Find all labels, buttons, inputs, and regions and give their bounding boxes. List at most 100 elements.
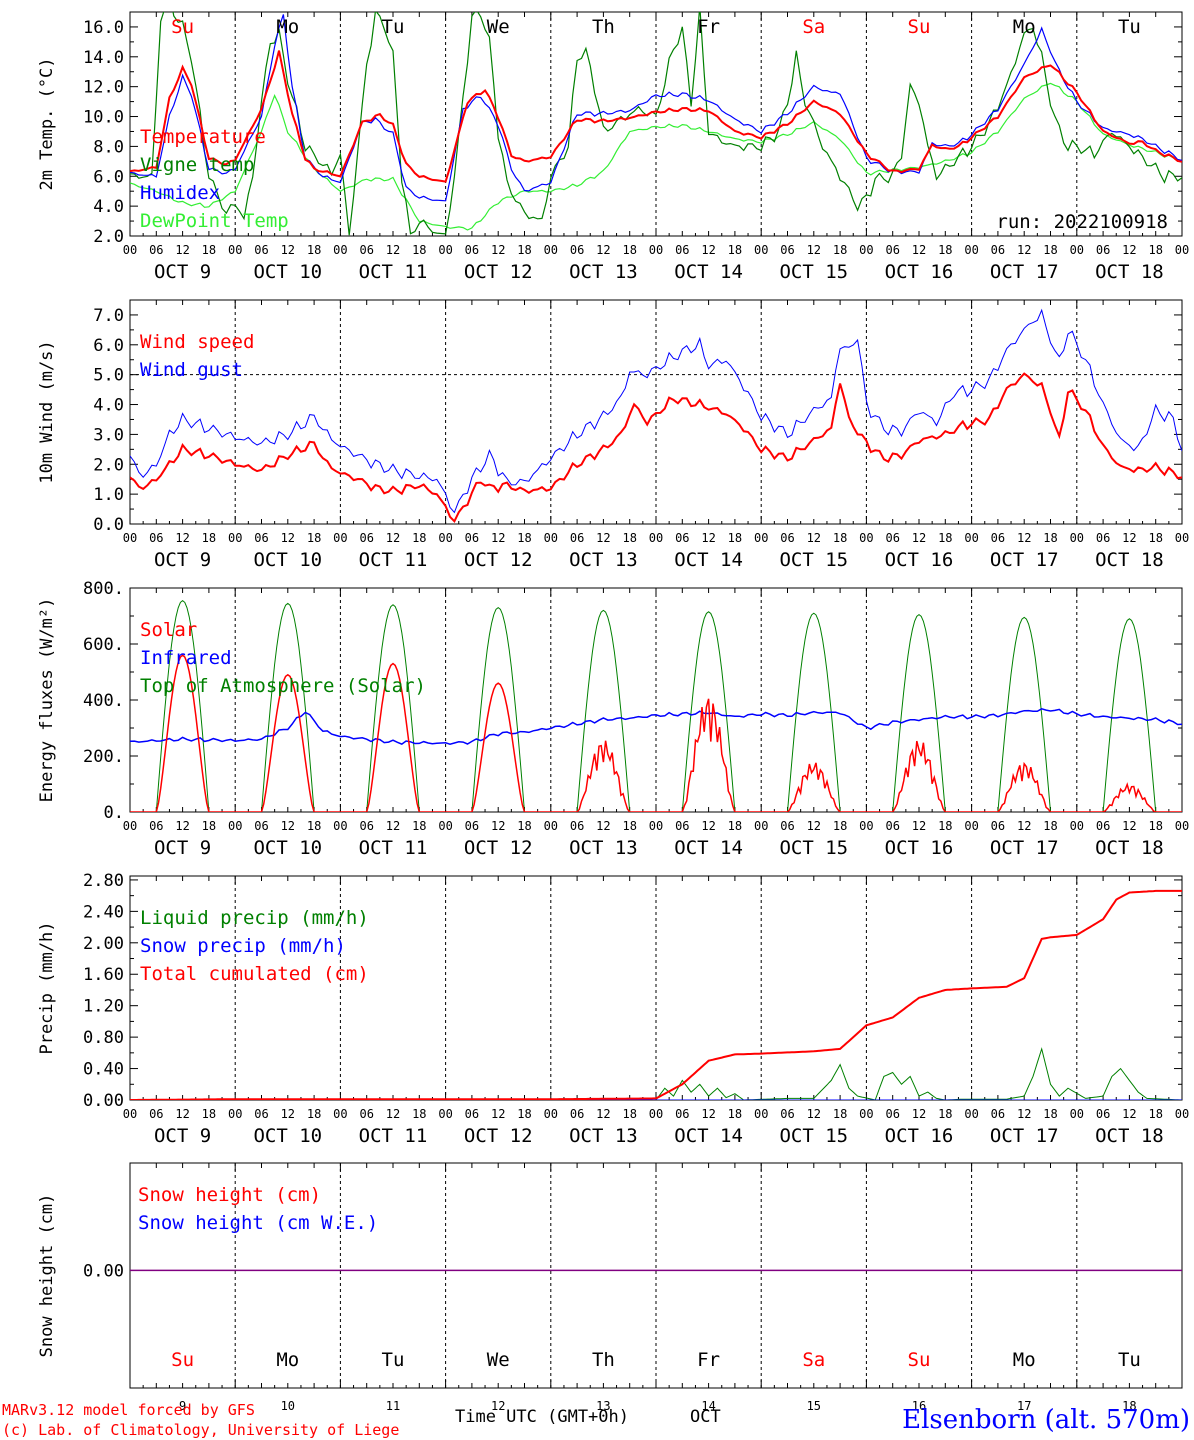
day-number-label: 12 [491, 1399, 505, 1413]
x-tick-label: 12 [596, 243, 610, 257]
legend-entry: Liquid precip (mm/h) [140, 907, 369, 929]
x-tick-label: 18 [1148, 531, 1162, 545]
x-tick-label: 00 [228, 819, 242, 833]
x-tick-label: 12 [281, 1107, 295, 1121]
x-tick-label: 12 [281, 819, 295, 833]
x-tick-label: 18 [307, 1107, 321, 1121]
x-tick-label: 00 [649, 1107, 663, 1121]
y-tick-label: 2.0 [93, 227, 124, 247]
y-tick-label: 800. [83, 579, 124, 599]
x-axis-title: Time UTC (GMT+0h) [455, 1407, 629, 1427]
date-label: OCT 14 [674, 261, 743, 283]
series-line-infrared [130, 707, 1182, 745]
run-label: run: 2022100918 [996, 211, 1168, 233]
x-tick-label: 12 [386, 243, 400, 257]
y-tick-label: 4.0 [93, 197, 124, 217]
date-label: OCT 16 [885, 549, 954, 571]
y-axis-label: 2m Temp. (°C) [37, 57, 57, 190]
day-of-week-label: Tu [1118, 16, 1141, 38]
series-group [130, 889, 1182, 1100]
x-tick-label: 12 [1017, 819, 1031, 833]
x-tick-label: 00 [649, 819, 663, 833]
x-tick-label: 12 [596, 1107, 610, 1121]
x-tick-label: 00 [544, 1107, 558, 1121]
series-line-total-cumulated [130, 889, 1182, 1100]
x-tick-label: 00 [1175, 1107, 1189, 1121]
x-tick-label: 12 [596, 819, 610, 833]
x-tick-label: 12 [912, 243, 926, 257]
date-label: OCT 18 [1095, 549, 1164, 571]
x-tick-label: 18 [728, 243, 742, 257]
date-label: OCT 12 [464, 261, 533, 283]
x-tick-label: 12 [701, 243, 715, 257]
x-tick-label: 12 [807, 819, 821, 833]
x-tick-label: 00 [754, 243, 768, 257]
x-tick-label: 12 [701, 819, 715, 833]
x-tick-label: 18 [1043, 1107, 1057, 1121]
x-tick-label: 00 [754, 1107, 768, 1121]
credit-line-1: MARv3.12 model forced by GFS [2, 1401, 255, 1419]
x-tick-label: 12 [1017, 243, 1031, 257]
panels: 00 06 12 18 OCT 9 00 06 12 18 OCT 10 00 06 12 18 OCT 1… [37, 11, 1189, 1413]
x-tick-label: 00 [859, 531, 873, 545]
x-tick-label: 18 [1148, 243, 1162, 257]
x-tick-label: 18 [1148, 819, 1162, 833]
x-tick-label: 06 [991, 819, 1005, 833]
day-number-label: 13 [596, 1399, 610, 1413]
day-number-label: 9 [179, 1399, 186, 1413]
series-line-temperature [130, 50, 1182, 183]
x-tick-label: 06 [149, 531, 163, 545]
date-label: OCT 17 [990, 261, 1059, 283]
date-label: OCT 14 [674, 549, 743, 571]
x-tick-label: 18 [622, 531, 636, 545]
x-tick-label: 06 [359, 1107, 373, 1121]
series-line-top-of-atmosphere [130, 599, 1182, 812]
x-tick-label: 06 [780, 819, 794, 833]
date-label: OCT 9 [154, 837, 211, 859]
x-tick-label: 06 [1096, 531, 1110, 545]
x-tick-label: 06 [1096, 243, 1110, 257]
x-tick-label: 18 [202, 531, 216, 545]
x-tick-label: 12 [912, 1107, 926, 1121]
y-tick-label: 0.00 [83, 1091, 124, 1111]
plot-frame [129, 587, 1183, 813]
day-number-label: 15 [807, 1399, 821, 1413]
x-tick-label: 18 [307, 531, 321, 545]
x-tick-label: 06 [885, 819, 899, 833]
y-axis-label: Energy fluxes (W/m²) [37, 598, 57, 803]
day-number-label: 18 [1122, 1399, 1136, 1413]
x-tick-label: 00 [438, 1107, 452, 1121]
date-label: OCT 11 [359, 1125, 428, 1147]
y-tick-label: 6.0 [93, 336, 124, 356]
date-label: OCT 16 [885, 1125, 954, 1147]
x-tick-label: 06 [359, 243, 373, 257]
x-tick-label: 06 [359, 819, 373, 833]
x-tick-label: 00 [228, 243, 242, 257]
y-tick-label: 1.60 [83, 965, 124, 985]
x-tick-label: 12 [491, 819, 505, 833]
y-tick-label: 0.40 [83, 1060, 124, 1080]
x-tick-label: 06 [254, 243, 268, 257]
day-of-week-label: Su [171, 1349, 194, 1371]
date-label: OCT 10 [253, 837, 322, 859]
x-tick-label: 12 [491, 243, 505, 257]
day-of-week-label: Tu [1118, 1349, 1141, 1371]
legend-entry: Solar [140, 619, 197, 641]
y-tick-label: 400. [83, 691, 124, 711]
date-label: OCT 10 [253, 261, 322, 283]
plot-frame [129, 11, 1183, 237]
x-tick-label: 12 [1017, 1107, 1031, 1121]
date-label: OCT 11 [359, 549, 428, 571]
x-tick-label: 00 [123, 1107, 137, 1121]
x-axis-month: OCT [690, 1407, 721, 1427]
x-tick-label: 06 [780, 531, 794, 545]
x-tick-label: 12 [175, 531, 189, 545]
x-tick-label: 18 [938, 243, 952, 257]
x-tick-label: 12 [807, 243, 821, 257]
date-label: OCT 12 [464, 549, 533, 571]
day-of-week-label: We [487, 16, 510, 38]
y-tick-label: 0. [104, 803, 124, 823]
series-line-vigne-temp [130, 12, 1182, 236]
x-tick-label: 06 [149, 1107, 163, 1121]
